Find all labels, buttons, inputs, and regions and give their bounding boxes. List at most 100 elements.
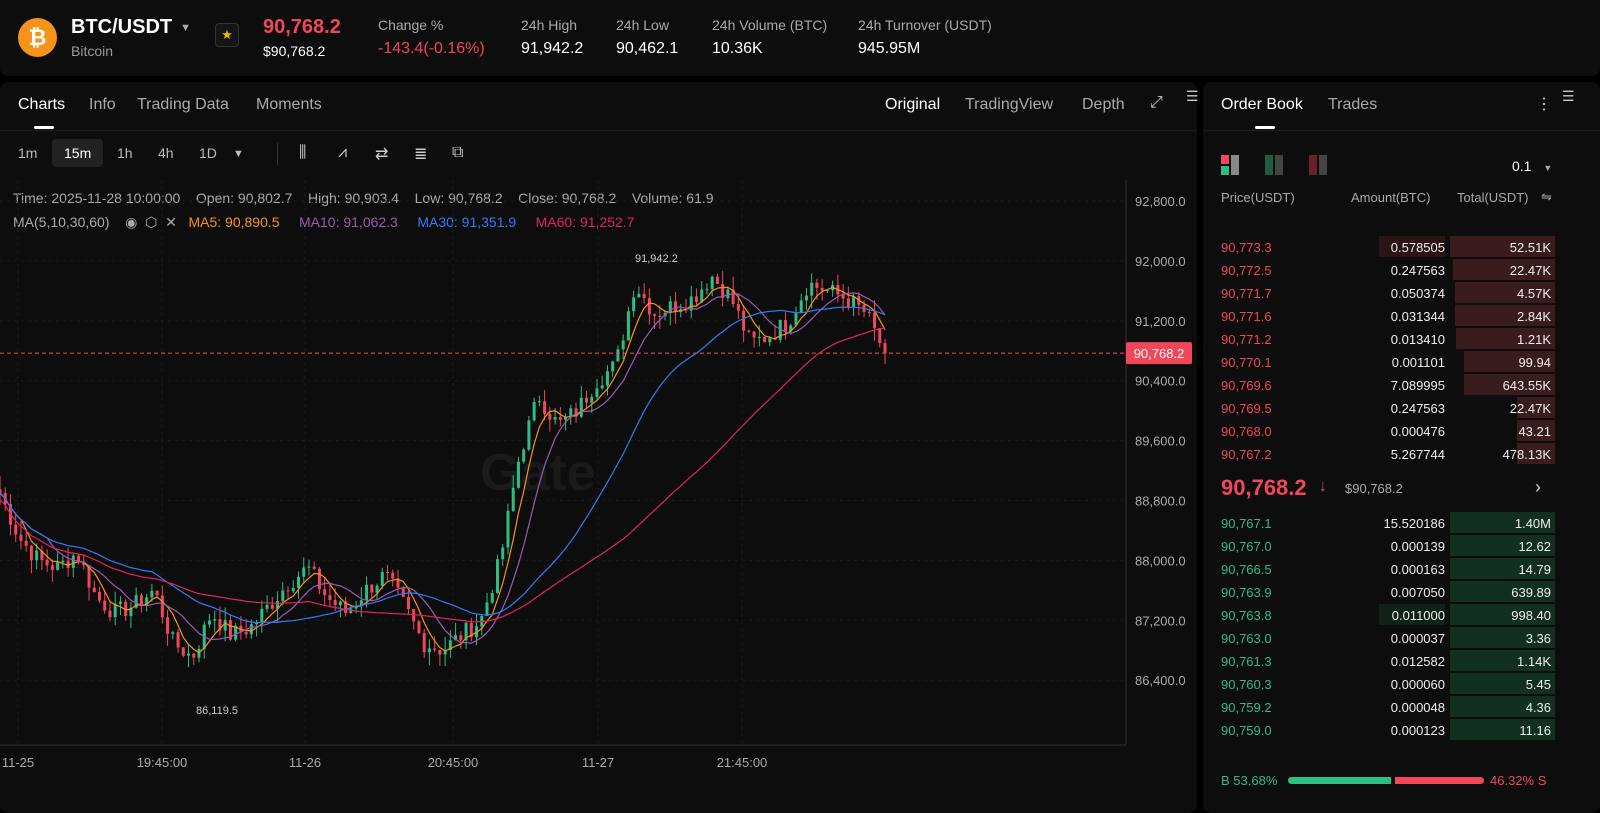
price: 90,769.6 xyxy=(1221,378,1272,393)
ma30-value: MA30: 91,351.9 xyxy=(417,214,517,230)
fullscreen-icon[interactable]: ⤢ xyxy=(1150,94,1163,111)
mid-price: 90,768.2 xyxy=(1221,475,1307,500)
ask-row[interactable]: 90,771.2 0.013410 1.21K xyxy=(1205,328,1555,350)
stat-label: Change % xyxy=(378,17,444,33)
candle-body xyxy=(495,559,499,594)
y-tick-label: 89,600.0 xyxy=(1135,434,1186,449)
candle-body xyxy=(207,620,211,625)
ask-row[interactable]: 90,771.7 0.050374 4.57K xyxy=(1205,282,1555,304)
drawing-tools-icon[interactable]: ≣ xyxy=(414,146,428,163)
chevron-right-icon[interactable]: › xyxy=(1535,477,1541,497)
bid-row[interactable]: 90,759.2 0.000048 4.36 xyxy=(1205,696,1555,718)
close-icon[interactable]: ✕ xyxy=(165,214,177,230)
candle-body xyxy=(443,650,447,655)
timeframe-dropdown-icon[interactable]: ▼ xyxy=(233,148,244,160)
candle-body xyxy=(569,408,573,417)
bid-row[interactable]: 90,767.1 15.520186 1.40M xyxy=(1205,512,1555,534)
candle-body xyxy=(166,617,170,634)
candle-body xyxy=(878,327,882,344)
eye-icon[interactable]: ◉ xyxy=(125,214,138,230)
candle-body xyxy=(427,648,431,653)
candle-body xyxy=(176,632,180,648)
candle-body xyxy=(794,312,798,326)
ma60-line xyxy=(0,327,886,623)
ask-row[interactable]: 90,769.5 0.247563 22.47K xyxy=(1205,397,1555,419)
timeframe-4h[interactable]: 4h xyxy=(158,145,174,161)
timeframe-1m[interactable]: 1m xyxy=(18,145,38,161)
bid-row[interactable]: 90,761.3 0.012582 1.14K xyxy=(1205,650,1555,672)
view-both-icon[interactable] xyxy=(1221,155,1243,175)
tab-original[interactable]: Original xyxy=(885,96,941,113)
tab-moments[interactable]: Moments xyxy=(256,96,322,113)
timeframe-15m[interactable]: 15m xyxy=(52,139,104,167)
timeframe-1h[interactable]: 1h xyxy=(117,145,133,161)
ohlc-open: Open: 90,802.7 xyxy=(195,190,293,206)
ohlc-volume: Volume: 61.9 xyxy=(631,190,714,206)
candle-type-icon[interactable]: ⫼ xyxy=(299,144,307,161)
bid-row[interactable]: 90,759.0 0.000123 11.16 xyxy=(1205,719,1555,741)
settings-icon[interactable]: ⬡ xyxy=(145,214,158,230)
amount-depth-bar xyxy=(1379,604,1445,625)
amount: 15.520186 xyxy=(1383,516,1445,531)
ask-row[interactable]: 90,773.3 0.578505 52.51K xyxy=(1205,236,1555,258)
symbol-selector[interactable]: BTC/USDT ▼ xyxy=(71,16,191,39)
stat-value: 10.36K xyxy=(712,40,763,57)
total-depth-bar xyxy=(1450,558,1555,579)
ask-row[interactable]: 90,769.6 7.089995 643.55K xyxy=(1205,374,1555,396)
precision-select[interactable]: 0.1 ▼ xyxy=(1512,158,1552,174)
total-depth-bar xyxy=(1463,374,1555,395)
bid-row[interactable]: 90,763.0 0.000037 3.36 xyxy=(1205,627,1555,649)
bid-row[interactable]: 90,763.8 0.011000 998.40 xyxy=(1205,604,1555,626)
candle-body xyxy=(61,560,65,563)
candle-body xyxy=(459,635,463,641)
tab-order-book[interactable]: Order Book xyxy=(1221,96,1303,113)
bid-row[interactable]: 90,766.5 0.000163 14.79 xyxy=(1205,558,1555,580)
stat-change: Change % -143.4(-0.16%) xyxy=(378,17,485,58)
candle-body xyxy=(778,319,782,340)
more-options-icon[interactable]: ⋮ xyxy=(1536,96,1552,113)
buy-sell-ratio-bar xyxy=(1288,777,1484,784)
bid-row[interactable]: 90,767.0 0.000139 12.62 xyxy=(1205,535,1555,557)
timeframe-1d[interactable]: 1D xyxy=(199,145,217,161)
candle-body xyxy=(799,300,803,313)
bid-row[interactable]: 90,763.9 0.007050 639.89 xyxy=(1205,581,1555,603)
tab-trading-data[interactable]: Trading Data xyxy=(137,96,229,113)
ask-row[interactable]: 90,771.6 0.031344 2.84K xyxy=(1205,305,1555,327)
candlestick-chart[interactable]: Gate 92,800.0 92,000.0 91,200.0 90,400.0 89,… xyxy=(0,0,1197,813)
view-bids-icon[interactable] xyxy=(1265,155,1287,175)
tab-charts[interactable]: Charts xyxy=(18,96,66,113)
ask-row[interactable]: 90,768.0 0.000476 43.21 xyxy=(1205,420,1555,442)
tab-depth[interactable]: Depth xyxy=(1082,96,1125,113)
tab-info[interactable]: Info xyxy=(89,96,116,113)
ask-row[interactable]: 90,770.1 0.001101 99.94 xyxy=(1205,351,1555,373)
favorite-star-icon[interactable]: ★ xyxy=(215,23,239,47)
stat-24h-high: 24h High 91,942.2 xyxy=(521,17,583,58)
candle-body xyxy=(564,416,568,420)
ticker-header: ₿ BTC/USDT ▼ Bitcoin ★ 90,768.2 $90,768.2… xyxy=(0,0,1600,76)
ask-row[interactable]: 90,772.5 0.247563 22.47K xyxy=(1205,259,1555,281)
indicators-icon[interactable]: ⩘ xyxy=(338,144,348,161)
candle-body xyxy=(92,587,96,592)
candle-body xyxy=(742,310,746,331)
price: 90,770.1 xyxy=(1221,355,1272,370)
tab-tradingview[interactable]: TradingView xyxy=(965,96,1054,113)
settings-sliders-icon[interactable]: ⇄ xyxy=(375,146,389,163)
menu-icon[interactable]: ☰ xyxy=(1562,88,1575,104)
layout-icon[interactable]: ⧉ xyxy=(452,144,464,161)
candle-body xyxy=(611,361,615,372)
candle-body xyxy=(585,397,589,403)
menu-icon[interactable]: ☰ xyxy=(1186,88,1199,104)
candle-body xyxy=(784,319,788,332)
tab-underline xyxy=(34,126,54,129)
bid-row[interactable]: 90,760.3 0.000060 5.45 xyxy=(1205,673,1555,695)
view-asks-icon[interactable] xyxy=(1309,155,1331,175)
y-tick-label: 86,400.0 xyxy=(1135,673,1186,688)
total: 1.14K xyxy=(1517,654,1551,669)
ask-row[interactable]: 90,767.2 5.267744 478.13K xyxy=(1205,443,1555,465)
candle-body xyxy=(558,417,562,420)
total-depth-bar xyxy=(1450,236,1555,257)
swap-icon[interactable]: ⇋ xyxy=(1541,189,1552,204)
total: 643.55K xyxy=(1502,378,1551,393)
candle-body xyxy=(653,314,657,316)
tab-trades[interactable]: Trades xyxy=(1328,96,1378,113)
